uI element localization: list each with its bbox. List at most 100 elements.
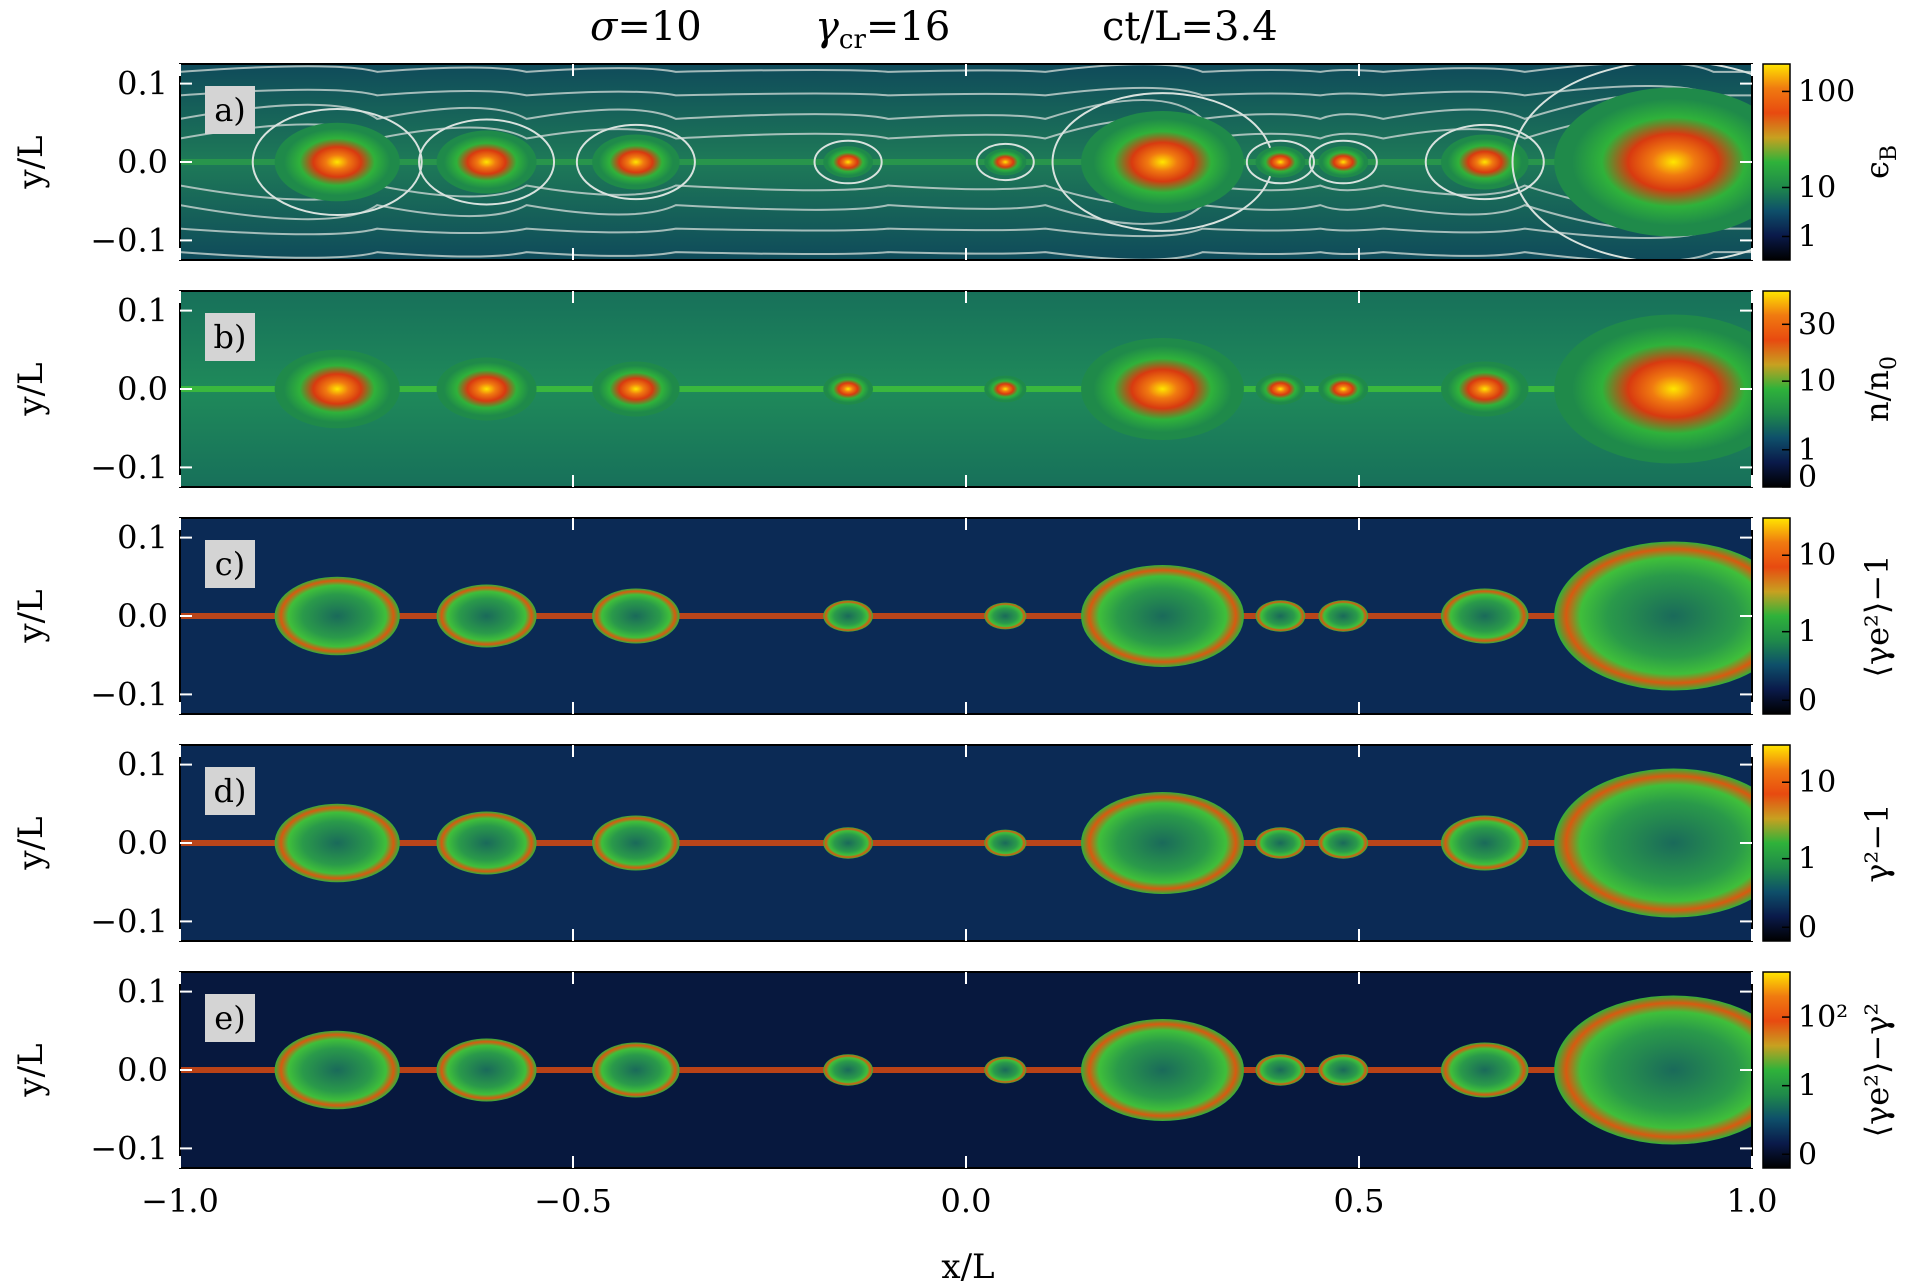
y-axis-label: y/L [11,362,51,416]
colorbar-tick-label: 1 [1798,842,1817,877]
panel-a: a) 0.1 0.0 −0.1 y/L 100 10 1 ϵB [11,63,1902,261]
plasmoid [1441,815,1529,871]
plasmoid [1554,541,1752,691]
field-line [180,94,1752,120]
plasmoid [1554,87,1752,237]
colorbar-tick-label: 10 [1798,170,1836,205]
plasmoid [984,829,1027,857]
plasmoid [1441,588,1529,644]
colorbar-label: ϵB [1858,145,1902,179]
plasmoid [436,811,537,875]
plasmoid [1318,600,1369,632]
plasmoid [1081,1018,1244,1122]
panel-label: b) [205,313,255,361]
title-sigma: σ=10 [590,4,702,50]
plasmoid [274,576,400,656]
panel-label-box [205,994,255,1042]
plasmoid-contour [1308,139,1378,185]
plasmoid-contour [418,118,556,206]
colorbar-label: n/n0 [1858,356,1902,422]
plasmoid [823,373,873,405]
plasmoid [823,146,873,178]
plasmoid [1255,600,1306,632]
field-line [180,64,1752,73]
y-tick-label: 0.0 [117,370,168,408]
y-axis-label: y/L [11,589,51,643]
plasmoid [1081,791,1244,895]
colorbar-tick-label: 1 [1798,615,1817,650]
y-tick-label: 0.1 [117,519,168,557]
y-tick-label: 0.1 [117,65,168,103]
colorbar: 100 10 1 ϵB [1762,63,1902,261]
plasmoid [1318,373,1369,405]
field-line [180,204,1752,230]
colorbar-tick-label: 1 [1798,433,1817,468]
plasmoid [1441,361,1529,417]
plasmoid [1255,373,1306,405]
title-gamma: γcr=16 [815,4,950,55]
colorbar-label: ⟨γe²⟩−1 [1858,554,1896,677]
plasmoid [592,815,680,871]
colorbar-gradient [1762,290,1791,488]
y-tick-label: 0.1 [117,292,168,330]
y-tick-label: 0.0 [117,824,168,862]
plasmoid [436,130,537,194]
plasmoid [1441,1042,1529,1098]
field-line [180,84,1752,97]
plasmoid [823,1054,873,1086]
current-sheet [180,1067,1752,1073]
panel-label-box [205,767,255,815]
colorbar: 30 10 10 n/n0 [1762,290,1902,495]
plasmoid [1554,995,1752,1145]
plasmoid [984,148,1027,176]
plasmoid [1255,827,1306,859]
heatmap-field [180,518,1752,714]
x-tick-label: 1.0 [1727,1182,1778,1220]
plasmoid [274,803,400,883]
y-tick-label: −0.1 [90,675,168,713]
colorbar-gradient [1762,517,1791,715]
colorbar-tick-label: 1 [1798,219,1817,254]
y-axis-label: y/L [11,1043,51,1097]
y-tick-label: −0.1 [90,221,168,259]
plasmoid [1255,1054,1306,1086]
plasmoid [592,361,680,417]
y-tick-label: 0.0 [117,143,168,181]
title-time: ct/L=3.4 [1102,4,1278,50]
colorbar-tick-label: 10² [1798,1000,1848,1035]
plasmoid [1441,134,1529,190]
plasmoid [1554,314,1752,464]
plasmoid-contour [813,139,883,185]
plasmoid [274,349,400,429]
panel-label: d) [205,767,255,815]
plasmoid-contour [1245,139,1315,185]
colorbar-tick-label: 0 [1798,683,1817,718]
plasmoid [592,1042,680,1098]
panel-b: b) 0.1 0.0 −0.1 y/L 30 10 10 n/n0 [11,290,1902,495]
panel-letter: a) [214,91,246,129]
plasmoid [984,375,1027,403]
panel-label-box [205,540,255,588]
field-line [180,184,1752,210]
panel-label: a) [205,86,255,134]
colorbar-tick-label: 0 [1798,910,1817,945]
heatmap-field [180,972,1752,1168]
y-tick-label: 0.1 [117,746,168,784]
colorbar-tick-label: 10 [1798,765,1836,800]
plasmoid [984,1056,1027,1084]
panel-letter: d) [214,772,247,810]
x-tick-label: −1.0 [141,1182,219,1220]
heatmap-field [180,745,1752,941]
colorbar-tick-label: 30 [1798,307,1836,342]
panel-e: e) 0.1 0.0 −0.1 y/L 10² 1 0 ⟨γe²⟩−γ² [11,971,1896,1172]
plasmoid-contour [1424,123,1545,201]
panel-label: e) [205,994,255,1042]
current-sheet [180,159,1752,165]
x-axis-label: x/L [941,1247,994,1284]
heatmap-field [180,64,1752,260]
plasmoid [274,1030,400,1110]
